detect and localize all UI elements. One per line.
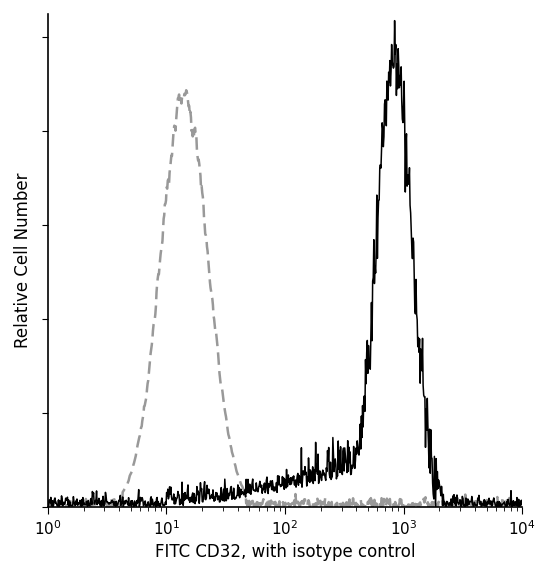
X-axis label: FITC CD32, with isotype control: FITC CD32, with isotype control xyxy=(155,543,415,561)
Y-axis label: Relative Cell Number: Relative Cell Number xyxy=(14,172,32,348)
